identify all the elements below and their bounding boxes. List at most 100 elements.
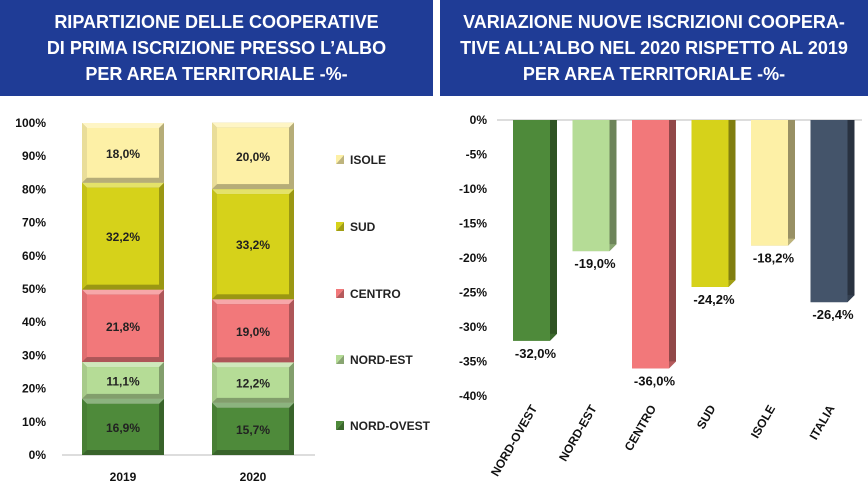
right-bar-italia-side	[847, 120, 855, 303]
right-bar-sud-side	[728, 120, 736, 287]
left-y-tick-6: 60%	[22, 249, 46, 263]
left-data-label-2019-isole: 18,0%	[106, 147, 140, 161]
left-bar-2019-nord-ovest-bevel-top	[82, 398, 164, 404]
right-chart-title: VARIAZIONE NUOVE ISCRIZIONI COOPERA- TIV…	[440, 0, 868, 96]
left-bar-2019-sud-face	[87, 187, 159, 285]
left-bar-2020-nord-est-face	[217, 367, 289, 398]
left-y-tick-5: 50%	[22, 282, 46, 296]
left-bar-2019-sud-bevel-top	[82, 182, 164, 188]
left-legend-nord-est-marker-hi	[336, 355, 344, 364]
left-legend-sud-label: SUD	[350, 220, 376, 234]
left-bar-2019-nord-est-bevel-left	[82, 362, 87, 399]
right-data-label-italia: -26,4%	[812, 307, 854, 322]
left-bar-2019-isole-bevel-top	[82, 123, 164, 128]
left-bar-2020-centro-bevel-left	[212, 299, 217, 363]
right-y-tick-7: -35%	[459, 355, 487, 369]
left-legend-nord-ovest-label: NORD-OVEST	[350, 419, 431, 433]
left-bar-2019-centro-face	[87, 294, 159, 358]
left-bar-2019-centro-bevel-left	[82, 289, 87, 363]
right-x-tick-nord-ovest: NORD-OVEST	[488, 402, 540, 479]
left-bar-2020-nord-ovest-bevel-left	[212, 402, 217, 455]
right-x-tick-sud: SUD	[694, 402, 719, 431]
right-bar-centro	[632, 120, 669, 369]
right-data-label-nord-est: -19,0%	[574, 256, 616, 271]
left-y-tick-4: 40%	[22, 315, 46, 329]
left-bar-2019-nord-ovest-bevel-left	[82, 398, 87, 455]
right-title-line-1: VARIAZIONE NUOVE ISCRIZIONI COOPERA-	[463, 12, 845, 32]
right-bar-isole	[751, 120, 788, 246]
left-bar-2019-nord-est-face	[87, 367, 159, 394]
left-bar-2020-nord-ovest-bevel-top	[212, 402, 294, 408]
right-y-tick-5: -25%	[459, 286, 487, 300]
right-title-line-3: PER AREA TERRITORIALE -%-	[522, 64, 786, 84]
left-data-label-2020-isole: 20,0%	[236, 150, 270, 164]
right-data-label-nord-ovest: -32,0%	[515, 346, 557, 361]
right-bar-nord-est	[572, 120, 610, 252]
left-data-label-2019-nord-est: 11,1%	[106, 374, 140, 388]
left-data-label-2019-nord-ovest: 16,9%	[106, 421, 140, 435]
right-x-tick-italia: ITALIA	[807, 402, 838, 442]
left-x-tick-2020: 2020	[240, 470, 267, 484]
left-y-tick-7: 70%	[22, 216, 46, 230]
left-title-line-2: DI PRIMA ISCRIZIONE PRESSO L’ALBO	[46, 38, 387, 58]
right-title-line-2: TIVE ALL’ALBO NEL 2020 RISPETTO AL 2019	[460, 38, 848, 58]
left-y-tick-3: 30%	[22, 348, 46, 362]
left-legend-nord-est-label: NORD-EST	[350, 353, 413, 367]
left-data-label-2020-nord-est: 12,2%	[236, 377, 270, 391]
left-bar-2020-isole-bevel-top	[212, 122, 294, 128]
left-bar-2020-sud-bevel-left	[212, 189, 217, 300]
right-y-tick-8: -40%	[459, 389, 487, 403]
left-chart-title: RIPARTIZIONE DELLE COOPERATIVE DI PRIMA …	[0, 0, 433, 96]
right-data-label-isole: -18,2%	[753, 251, 795, 266]
left-data-label-2019-sud: 32,2%	[106, 230, 140, 244]
left-y-tick-9: 90%	[22, 149, 46, 163]
left-data-label-2020-nord-ovest: 15,7%	[236, 423, 270, 437]
right-x-tick-isole: ISOLE	[748, 403, 778, 441]
left-legend-nord-ovest-marker-hi	[336, 421, 344, 430]
left-data-label-2019-centro: 21,8%	[106, 320, 140, 334]
left-bar-2019-isole-bevel-left	[82, 123, 87, 183]
right-bar-nord-est-side	[609, 120, 617, 252]
right-y-tick-2: -10%	[459, 182, 487, 196]
left-x-tick-2019: 2019	[110, 470, 137, 484]
right-y-tick-0: 0%	[470, 113, 488, 127]
left-bar-2019-sud-bevel-left	[82, 182, 87, 290]
right-y-tick-1: -5%	[466, 148, 488, 162]
left-legend-centro-marker-hi	[336, 289, 344, 298]
left-title-line-1: RIPARTIZIONE DELLE COOPERATIVE	[54, 12, 379, 32]
left-y-tick-1: 10%	[22, 415, 46, 429]
left-legend-isole-label: ISOLE	[350, 153, 386, 167]
right-y-tick-4: -20%	[459, 251, 487, 265]
left-bar-2020-isole-face	[217, 127, 289, 185]
left-bar-2019-isole-face	[87, 128, 159, 178]
left-legend-isole-marker-hi	[336, 155, 344, 164]
right-y-tick-3: -15%	[459, 217, 487, 231]
left-bar-2019-nord-ovest-face	[87, 403, 159, 450]
right-y-tick-6: -30%	[459, 320, 487, 334]
right-data-label-centro: -36,0%	[634, 373, 676, 388]
right-data-label-sud: -24,2%	[693, 292, 735, 307]
left-bar-2020-centro-bevel-top	[212, 299, 294, 305]
left-data-label-2020-sud: 33,2%	[236, 238, 270, 252]
right-bar-centro-side	[669, 120, 676, 369]
left-title-line-3: PER AREA TERRITORIALE -%-	[85, 64, 348, 84]
left-y-tick-2: 20%	[22, 382, 46, 396]
left-y-tick-0: 0%	[29, 448, 47, 462]
left-data-label-2020-centro: 19,0%	[236, 325, 270, 339]
right-x-tick-centro: CENTRO	[622, 403, 659, 454]
left-bar-2020-centro-face	[217, 304, 289, 358]
right-bar-nord-ovest	[513, 120, 550, 341]
left-bar-2020-sud-bevel-top	[212, 189, 294, 195]
right-bar-nord-ovest-side	[550, 120, 557, 341]
left-bar-2020-sud-face	[217, 194, 289, 295]
left-bar-2019-nord-est-bevel-top	[82, 362, 164, 368]
left-legend-sud-marker-hi	[336, 222, 344, 231]
left-y-tick-8: 80%	[22, 182, 46, 196]
left-bar-2020-nord-ovest-face	[217, 407, 289, 450]
right-bar-italia	[810, 120, 848, 303]
left-legend-centro-label: CENTRO	[350, 287, 401, 301]
left-bar-2020-nord-est-bevel-left	[212, 362, 217, 403]
left-bar-2019-centro-bevel-top	[82, 289, 164, 295]
right-x-tick-nord-est: NORD-EST	[556, 402, 600, 464]
